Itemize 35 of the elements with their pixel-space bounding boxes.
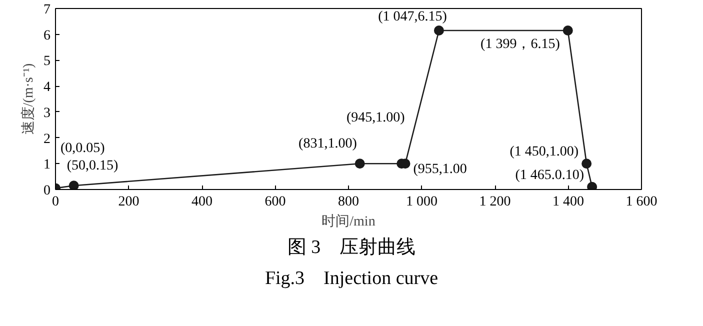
x-tick-label: 1 600	[626, 194, 658, 210]
y-tick-label: 4	[44, 80, 50, 96]
point	[587, 182, 598, 190]
data-label: (1 465.0.10)	[515, 168, 584, 183]
x-tick-label: 800	[338, 194, 359, 210]
x-tick-label: 1 400	[552, 194, 584, 210]
y-tick-label: 5	[44, 54, 50, 70]
y-tick-label: 1	[44, 158, 50, 173]
x-tick-label: 1 200	[479, 194, 511, 210]
y-tick-label: 2	[44, 132, 50, 147]
y-tick-label: 6	[44, 28, 50, 44]
y-tick-label: 3	[44, 106, 50, 121]
data-label: (0,0.05)	[60, 141, 106, 156]
data-label: (50,0.15)	[66, 158, 118, 174]
x-tick-label: 400	[192, 194, 212, 210]
data-label: (945,1.00)	[346, 110, 406, 126]
data-label: (955,1.00	[413, 162, 467, 178]
point	[434, 25, 444, 36]
y-axis-title: 速度/(m·s⁻¹)	[20, 62, 36, 135]
point	[354, 158, 365, 169]
x-tick-label: 200	[118, 194, 140, 210]
caption: 图 3 压射曲线	[287, 236, 416, 260]
x-tick-label: 600	[264, 194, 286, 210]
data-label: (1 399，6.15)	[480, 36, 560, 52]
data-label: (1 047,6.15)	[378, 9, 448, 24]
y-tick-label: 7	[44, 2, 50, 18]
point	[68, 180, 79, 190]
caption: Fig.3 Injection curve	[264, 267, 438, 292]
x-tick-label: 1 000	[406, 194, 438, 210]
x-axis-title: 时间/min	[322, 214, 376, 230]
data-label: (1 450,1.00)	[510, 144, 579, 160]
point	[562, 25, 573, 36]
y-tick-label: 0	[44, 184, 50, 198]
point	[582, 158, 592, 169]
data-label: (831,1.00)	[298, 136, 358, 152]
